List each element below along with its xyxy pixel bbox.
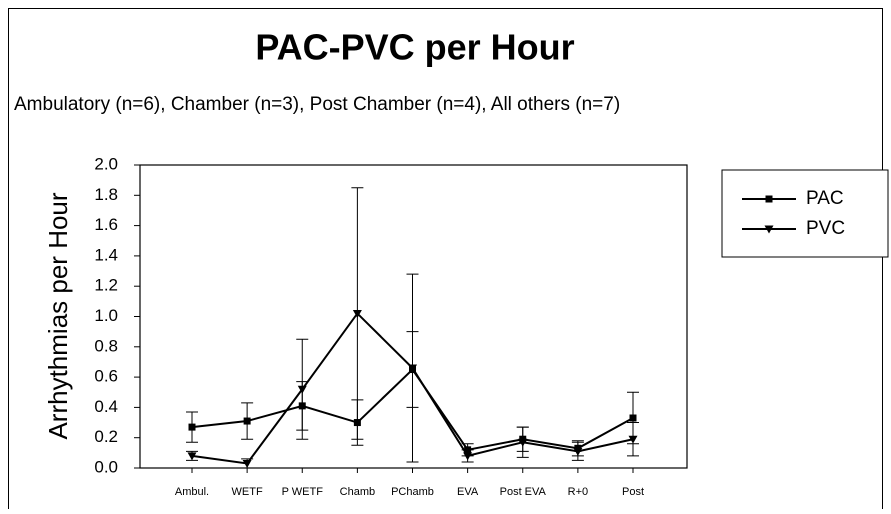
chart-subtitle: Ambulatory (n=6), Chamber (n=3), Post Ch… [14, 94, 620, 115]
marker [243, 417, 251, 425]
x-tick-label: P WETF [282, 486, 324, 498]
marker [573, 447, 583, 456]
marker [297, 385, 307, 394]
chart-title: PAC-PVC per Hour [255, 27, 574, 68]
marker [765, 195, 773, 203]
x-tick-label: Post EVA [500, 486, 547, 498]
y-tick-label: 1.8 [94, 185, 118, 204]
y-tick-label: 0.4 [94, 397, 118, 416]
plot-frame [139, 164, 688, 469]
marker [352, 309, 362, 318]
marker [463, 452, 473, 461]
legend-label: PVC [806, 218, 845, 239]
x-tick-label: WETF [232, 486, 263, 498]
legend-label: PAC [806, 188, 844, 209]
marker [764, 225, 774, 234]
x-tick-label: Post [622, 486, 644, 498]
y-tick-label: 0.0 [94, 457, 118, 476]
y-tick-label: 2.0 [94, 154, 118, 173]
x-tick-label: EVA [457, 486, 479, 498]
marker [188, 423, 196, 431]
y-tick-label: 1.0 [94, 306, 118, 325]
x-tick-label: Chamb [340, 486, 375, 498]
y-tick-label: 0.8 [94, 336, 118, 355]
y-tick-label: 1.4 [94, 245, 118, 264]
x-tick-label: Ambul. [175, 486, 209, 498]
legend-box [721, 169, 889, 258]
x-tick-label: R+0 [568, 486, 589, 498]
marker [629, 414, 637, 422]
y-tick-label: 0.6 [94, 367, 118, 386]
marker [187, 452, 197, 461]
marker [242, 459, 252, 468]
y-tick-label: 0.2 [94, 427, 118, 446]
marker [628, 435, 638, 444]
marker [518, 438, 528, 447]
frame [8, 8, 883, 514]
y-tick-label: 1.2 [94, 276, 118, 295]
marker [408, 364, 417, 373]
y-axis-label: Arrhythmias per Hour [43, 192, 73, 439]
y-tick-label: 1.6 [94, 215, 118, 234]
x-tick-label: PChamb [391, 486, 434, 498]
